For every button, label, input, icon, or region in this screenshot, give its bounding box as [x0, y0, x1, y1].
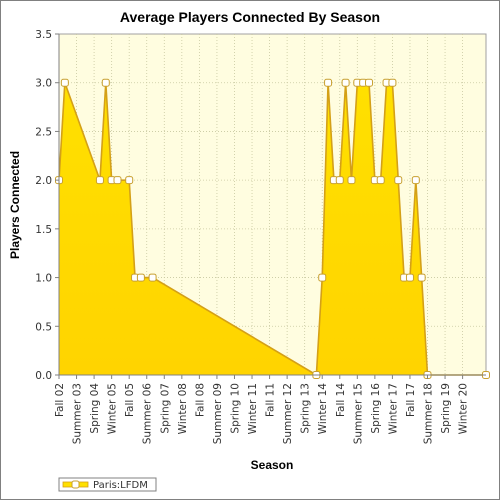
x-tick-label: Spring 13: [300, 383, 312, 434]
data-point: [60, 78, 69, 87]
data-point: [101, 78, 110, 87]
data-point: [394, 176, 403, 185]
y-tick-label: 0.0: [35, 370, 52, 382]
x-tick-label: Spring 19: [440, 383, 452, 434]
x-tick-label: Spring 07: [159, 383, 171, 434]
x-tick-label: Spring 16: [370, 383, 382, 434]
x-tick-label: Fall 05: [124, 383, 136, 417]
x-tick-label: Summer 18: [423, 383, 435, 444]
grid-lines: [58, 34, 486, 375]
legend: Paris:LFDM: [58, 477, 157, 492]
x-tick-label: Fall 08: [194, 383, 206, 417]
data-point: [136, 273, 145, 282]
x-axis-ticks: Fall 02 Summer 03 Spring 04 Winter 05 Fall 0…: [54, 375, 470, 444]
y-axis-label: Players Connected: [8, 151, 22, 259]
x-tick-label: Summer 12: [282, 383, 294, 444]
data-point: [95, 176, 104, 185]
x-tick-label: Fall 11: [265, 383, 277, 417]
x-tick-label: Summer 15: [352, 383, 364, 444]
y-tick-label: 3.0: [35, 78, 52, 90]
area-fill: [59, 82, 486, 375]
y-tick-label: 1.0: [35, 273, 52, 285]
x-tick-label: Summer 09: [212, 383, 224, 444]
data-point: [347, 176, 356, 185]
x-tick-label: Fall 02: [54, 383, 66, 417]
data-point: [376, 176, 385, 185]
data-point: [324, 78, 333, 87]
data-point: [113, 176, 122, 185]
y-tick-label: 0.5: [35, 321, 52, 333]
data-point: [405, 273, 414, 282]
x-tick-label: Summer 03: [72, 383, 84, 444]
x-tick-label: Winter 17: [387, 383, 399, 434]
x-tick-label: Winter 05: [107, 383, 119, 434]
x-tick-label: Winter 20: [458, 383, 470, 434]
x-tick-label: Spring 10: [229, 383, 241, 434]
x-tick-label: Winter 11: [247, 383, 259, 434]
data-point: [148, 273, 157, 282]
data-point: [417, 273, 426, 282]
data-point: [318, 273, 327, 282]
data-point: [341, 78, 350, 87]
y-tick-label: 3.5: [35, 29, 52, 41]
x-tick-label: Winter 08: [177, 383, 189, 434]
y-axis-ticks: 0.0 0.5 1.0 1.5 2.0 2.5 3.0 3.5: [35, 29, 59, 382]
data-point: [411, 176, 420, 185]
legend-box: [58, 477, 157, 492]
y-tick-label: 1.5: [35, 224, 52, 236]
data-point: [335, 176, 344, 185]
data-point: [388, 78, 397, 87]
data-point: [365, 78, 374, 87]
x-tick-label: Winter 14: [317, 383, 329, 435]
x-axis-label: Season: [251, 458, 294, 472]
y-tick-label: 2.5: [35, 126, 52, 138]
legend-marker: [71, 480, 80, 489]
x-tick-label: Spring 04: [89, 383, 101, 434]
x-tick-label: Fall 17: [405, 383, 417, 417]
chart-title: Average Players Connected By Season: [120, 9, 380, 25]
y-tick-label: 2.0: [35, 175, 52, 187]
x-tick-label: Summer 06: [142, 383, 154, 445]
data-point: [125, 176, 134, 185]
x-tick-label: Fall 14: [335, 383, 347, 417]
legend-entry-label: Paris:LFDM: [93, 480, 148, 491]
